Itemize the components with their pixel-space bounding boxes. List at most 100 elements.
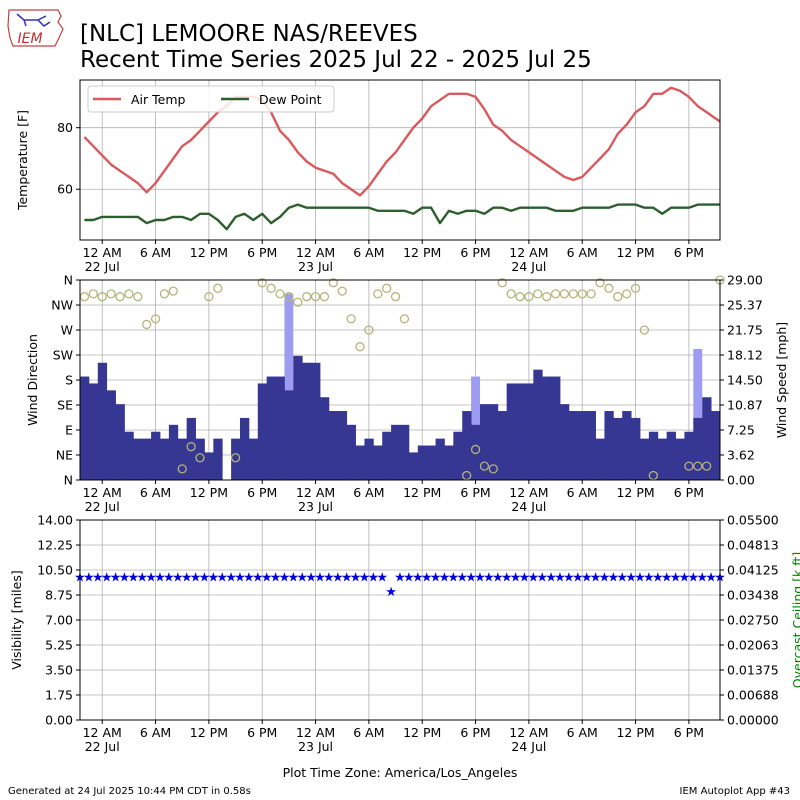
visibility-marker: ★ (394, 571, 406, 586)
x-tick-label: 12 PM (403, 245, 441, 260)
x-tick-date: 24 Jul (511, 259, 546, 274)
wind-gust-bar (284, 293, 294, 480)
x-tick-label: 6 AM (567, 485, 598, 500)
visibility-marker: ★ (172, 571, 184, 586)
y-tick-label: SW (53, 348, 73, 363)
wind-speed-bar (426, 445, 436, 480)
wind-speed-bar (284, 390, 294, 480)
wind-direction-marker (364, 325, 374, 335)
visibility-marker: ★ (456, 571, 468, 586)
visibility-marker: ★ (305, 571, 317, 586)
legend-air-temp-label: Air Temp (131, 92, 186, 107)
x-tick-label: 12 PM (190, 485, 228, 500)
plot-frame (79, 79, 721, 241)
y2-tick-label: 10.87 (727, 398, 763, 413)
wind-direction-marker (142, 319, 152, 330)
visibility-marker: ★ (705, 571, 717, 586)
y-tick-label: 5.25 (45, 638, 73, 653)
x-tick-label: 12 AM (83, 485, 122, 500)
y-tick-label: 12.25 (37, 538, 73, 553)
wind-direction-axis-label: Wind Direction (25, 334, 40, 426)
visibility-marker: ★ (110, 571, 122, 586)
wind-direction-marker (355, 342, 365, 352)
x-tick-label: 12 AM (296, 485, 335, 500)
visibility-marker: ★ (492, 571, 504, 586)
visibility-marker: ★ (439, 571, 451, 586)
visibility-marker: ★ (430, 571, 442, 586)
x-tick-label: 6 PM (460, 245, 490, 260)
wind-direction-marker (177, 464, 187, 474)
wind-direction-marker (390, 292, 401, 302)
wind-speed-bar (586, 411, 596, 480)
x-tick-date: 23 Jul (298, 259, 333, 274)
wind-speed-bar (186, 417, 196, 480)
iem-logo: IEM (7, 9, 64, 47)
y2-tick-label: 0.04813 (727, 538, 779, 553)
visibility-marker: ★ (474, 571, 486, 586)
ceiling-axis-label: Overcast Ceiling [k ft] (790, 552, 800, 688)
visibility-marker: ★ (314, 571, 326, 586)
wind-direction-marker (115, 292, 125, 302)
wind-speed-bar (257, 383, 268, 480)
x-tick-label: 6 PM (247, 485, 277, 500)
wind-direction-marker (488, 464, 498, 474)
visibility-marker: ★ (643, 571, 655, 586)
y2-tick-label: 0.02750 (727, 613, 779, 628)
visibility-marker: ★ (323, 571, 335, 586)
wind-direction-marker (133, 292, 143, 302)
x-tick-date: 23 Jul (298, 739, 333, 754)
x-tick-label: 12 PM (616, 245, 654, 260)
wind-speed-bar (595, 438, 605, 480)
x-tick-date: 22 Jul (85, 259, 120, 274)
wind-direction-marker (186, 442, 196, 452)
wind-direction-marker (604, 283, 614, 293)
y-tick-label: 80 (57, 120, 73, 135)
wind-direction-marker (106, 289, 116, 299)
wind-speed-bar (622, 411, 632, 480)
wind-speed-bar (560, 404, 570, 480)
wind-direction-marker (506, 289, 516, 299)
x-tick-label: 6 PM (460, 485, 490, 500)
wind-speed-bar (435, 438, 445, 480)
y2-tick-label: 0.00000 (727, 713, 779, 728)
visibility-marker: ★ (261, 571, 273, 586)
y2-tick-label: 25.37 (727, 298, 763, 313)
wind-direction-marker (230, 453, 241, 463)
wind-speed-bar (293, 355, 303, 480)
wind-speed-bar (168, 424, 179, 480)
visibility-marker: ★ (119, 571, 131, 586)
visibility-marker: ★ (679, 571, 691, 586)
x-tick-label: 6 AM (567, 245, 598, 260)
wind-direction-marker (97, 292, 107, 302)
visibility-marker: ★ (296, 571, 308, 586)
wind-speed-bar (133, 438, 143, 480)
wind-speed-bar (160, 438, 170, 480)
wind-speed-bar (231, 438, 241, 480)
wind-speed-bar (684, 431, 694, 480)
wind-speed-bar (506, 383, 516, 480)
x-tick-date: 23 Jul (298, 499, 333, 514)
visibility-marker: ★ (616, 571, 628, 586)
visibility-marker: ★ (554, 571, 566, 586)
visibility-marker: ★ (536, 571, 548, 586)
x-tick-label: 6 AM (353, 725, 384, 740)
visibility-marker: ★ (190, 571, 202, 586)
y2-tick-label: 7.25 (727, 423, 755, 438)
x-tick-label: 12 PM (190, 725, 228, 740)
wind-speed-bar (444, 445, 454, 480)
visibility-marker: ★ (688, 571, 700, 586)
y-tick-label: 1.75 (45, 688, 73, 703)
visibility-marker: ★ (341, 571, 353, 586)
wind-panel: N NE E SE S SW W NW N 0.00 3.62 7.25 10.87 14.50 18.12… (25, 273, 789, 515)
wind-speed-bar (657, 438, 668, 480)
wind-speed-bar (462, 411, 472, 480)
wind-speed-bar (711, 411, 721, 480)
legend-dew-point-label: Dew Point (259, 92, 322, 107)
wind-speed-bar (497, 411, 508, 480)
y-tick-label: W (61, 323, 73, 338)
generated-note: Generated at 24 Jul 2025 10:44 PM CDT in… (8, 786, 251, 797)
wind-speed-bar (524, 383, 534, 480)
visibility-marker: ★ (252, 571, 264, 586)
wind-direction-marker (168, 286, 178, 296)
wind-direction-marker (702, 461, 712, 471)
